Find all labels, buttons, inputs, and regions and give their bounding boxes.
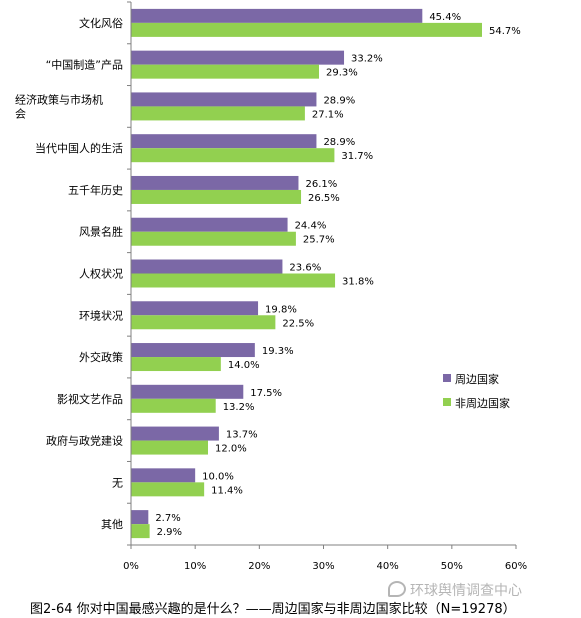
value-label-series1-8: 19.8% bbox=[265, 304, 297, 315]
bar-series1-9 bbox=[131, 343, 255, 358]
value-label-series2-8: 22.5% bbox=[282, 318, 314, 329]
bar-series2-1 bbox=[131, 22, 482, 37]
value-label-series2-13: 2.9% bbox=[157, 527, 182, 538]
category-label-3-line2: 会 bbox=[15, 107, 26, 120]
value-label-series2-11: 12.0% bbox=[215, 444, 247, 455]
bar-series2-12 bbox=[131, 482, 205, 497]
legend-swatch-1 bbox=[443, 374, 451, 382]
category-label-2: “中国制造”产品 bbox=[46, 58, 123, 72]
bar-series1-13 bbox=[131, 510, 149, 525]
value-label-series1-1: 45.4% bbox=[429, 12, 461, 23]
value-label-series1-4: 28.9% bbox=[323, 137, 355, 148]
bar-series1-11 bbox=[131, 426, 219, 441]
bar-series1-2 bbox=[131, 50, 345, 65]
x-tick-label-2: 20% bbox=[248, 561, 270, 572]
category-label-8: 环境状况 bbox=[79, 308, 123, 322]
legend-label-1: 周边国家 bbox=[455, 372, 499, 386]
bar-series1-3 bbox=[131, 92, 317, 107]
x-tick-label-5: 50% bbox=[441, 561, 463, 572]
legend-label-2: 非周边国家 bbox=[455, 396, 510, 410]
bar-series2-8 bbox=[131, 315, 276, 330]
bar-series1-12 bbox=[131, 468, 196, 483]
category-label-12: 无 bbox=[112, 476, 123, 489]
category-label-10: 影视文艺作品 bbox=[57, 392, 123, 406]
bar-series1-7 bbox=[131, 259, 283, 274]
bar-series2-13 bbox=[131, 524, 150, 539]
value-label-series1-9: 19.3% bbox=[262, 346, 294, 357]
bar-series2-5 bbox=[131, 189, 302, 204]
value-label-series2-5: 26.5% bbox=[308, 193, 340, 204]
category-label-3-line1: 经济政策与市场机 bbox=[15, 92, 103, 106]
value-label-series2-2: 29.3% bbox=[326, 68, 358, 79]
bar-series2-6 bbox=[131, 231, 296, 246]
value-label-series2-12: 11.4% bbox=[211, 485, 243, 496]
bar-series2-9 bbox=[131, 357, 221, 372]
value-label-series2-1: 54.7% bbox=[489, 26, 521, 37]
watermark-text: 环球舆情调查中心 bbox=[410, 583, 522, 599]
value-label-series1-11: 13.7% bbox=[226, 430, 258, 441]
bar-series2-11 bbox=[131, 440, 208, 455]
value-label-series1-10: 17.5% bbox=[250, 388, 282, 399]
bar-series1-1 bbox=[131, 8, 423, 23]
bar-series1-8 bbox=[131, 301, 259, 316]
value-label-series2-6: 25.7% bbox=[303, 235, 335, 246]
bar-series1-10 bbox=[131, 384, 244, 399]
value-label-series1-13: 2.7% bbox=[155, 513, 180, 524]
bar-series2-3 bbox=[131, 106, 305, 121]
x-tick-label-1: 10% bbox=[184, 561, 206, 572]
bar-series1-6 bbox=[131, 217, 288, 232]
category-label-7: 人权状况 bbox=[79, 267, 123, 281]
category-label-13: 其他 bbox=[101, 518, 123, 531]
value-label-series2-9: 14.0% bbox=[228, 360, 260, 371]
bar-series2-7 bbox=[131, 273, 336, 288]
wechat-icon bbox=[388, 581, 406, 597]
value-label-series2-7: 31.8% bbox=[342, 277, 374, 288]
category-label-6: 风景名胜 bbox=[79, 225, 123, 239]
bar-series2-4 bbox=[131, 148, 335, 163]
bar-series1-5 bbox=[131, 175, 299, 190]
value-label-series1-3: 28.9% bbox=[323, 95, 355, 106]
category-label-1: 文化风俗 bbox=[79, 16, 123, 30]
figure-caption: 图2-64 你对中国最感兴趣的是什么？——周边国家与非周边国家比较（N=1927… bbox=[30, 602, 516, 617]
category-label-5: 五千年历史 bbox=[68, 183, 123, 197]
value-label-series1-2: 33.2% bbox=[351, 54, 383, 65]
value-label-series2-10: 13.2% bbox=[223, 402, 255, 413]
legend-swatch-2 bbox=[443, 398, 451, 406]
bar-series2-10 bbox=[131, 398, 216, 413]
watermark: 环球舆情调查中心 bbox=[388, 580, 522, 600]
value-label-series1-12: 10.0% bbox=[202, 471, 234, 482]
x-tick-label-0: 0% bbox=[123, 561, 139, 572]
x-tick-label-6: 60% bbox=[505, 561, 527, 572]
value-label-series1-5: 26.1% bbox=[305, 179, 337, 190]
bar-series1-4 bbox=[131, 134, 317, 149]
category-label-4: 当代中国人的生活 bbox=[35, 141, 123, 155]
value-label-series2-3: 27.1% bbox=[312, 109, 344, 120]
x-tick-label-4: 40% bbox=[377, 561, 399, 572]
value-label-series1-7: 23.6% bbox=[289, 263, 321, 274]
value-label-series2-4: 31.7% bbox=[341, 151, 373, 162]
value-label-series1-6: 24.4% bbox=[295, 221, 327, 232]
x-tick-label-3: 30% bbox=[312, 561, 334, 572]
category-label-11: 政府与政党建设 bbox=[46, 434, 123, 448]
category-label-9: 外交政策 bbox=[79, 350, 123, 364]
bar-series2-2 bbox=[131, 64, 320, 79]
